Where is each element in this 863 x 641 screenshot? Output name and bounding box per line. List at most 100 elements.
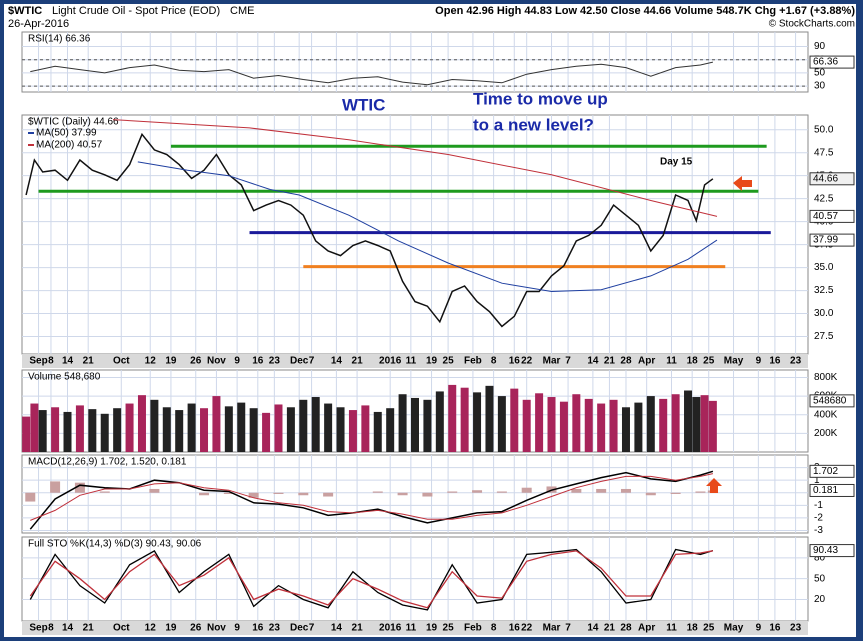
macd-histogram-bar	[620, 488, 631, 493]
volume-bar	[22, 416, 31, 452]
macd-histogram-bar	[74, 482, 85, 493]
value-tag	[809, 394, 855, 408]
volume-bar	[175, 410, 184, 452]
x-tick-label: 28	[620, 356, 632, 367]
x-tick-label: 2016	[379, 356, 402, 367]
x-tick-label: Nov	[207, 623, 226, 634]
macd-histogram-bar	[397, 492, 408, 496]
arrow	[706, 478, 722, 493]
panel-label: RSI(14) 66.36	[28, 34, 91, 45]
volume-bar	[435, 391, 444, 452]
volume-bar	[212, 396, 221, 452]
volume-bar	[286, 407, 295, 452]
y-tick-label: 30.0	[814, 308, 834, 319]
exchange: CME	[230, 5, 254, 17]
macd-histogram-bar	[670, 492, 681, 494]
y-tick-label: 42.5	[814, 193, 834, 204]
source: © StockCharts.com	[769, 19, 855, 30]
x-tick-label: May	[724, 623, 744, 634]
macd-histogram-bar	[521, 487, 532, 493]
y-tick-label: 35.0	[814, 262, 834, 273]
volume-bar	[237, 402, 246, 452]
x-axis-bg	[22, 621, 808, 635]
x-tick-label: 19	[165, 356, 177, 367]
value-tag-label: 66.36	[813, 57, 838, 68]
volume-bar	[200, 408, 209, 452]
arrow	[733, 176, 752, 191]
y-tick-label: 27.5	[814, 331, 834, 342]
x-tick-label: Nov	[207, 356, 226, 367]
volume-bar	[162, 407, 171, 452]
x-tick-label: 9	[234, 356, 240, 367]
x-tick-label: 25	[443, 356, 455, 367]
x-tick-label: 16	[509, 356, 521, 367]
x-tick-label: Dec	[290, 623, 309, 634]
volume-bar	[448, 384, 457, 452]
x-tick-label: 22	[521, 623, 533, 634]
volume-bar	[684, 390, 693, 452]
volume-bar	[634, 402, 643, 452]
x-tick-label: Sep	[29, 623, 47, 634]
stochastic-line	[29, 550, 714, 609]
x-tick-label: Feb	[464, 623, 482, 634]
x-tick-label: 23	[790, 623, 802, 634]
macd-histogram-bar	[50, 481, 61, 493]
value-tag	[809, 172, 855, 186]
value-tag	[809, 55, 855, 69]
volume-bar	[187, 403, 196, 452]
x-tick-label: 8	[491, 356, 497, 367]
volume-bar	[336, 407, 345, 452]
y-tick-label: 50.0	[814, 124, 834, 135]
x-tick-label: 11	[666, 623, 677, 634]
macd-histogram-bar	[223, 492, 234, 494]
y-tick-label: 20	[814, 594, 826, 605]
macd-histogram-bar	[695, 491, 706, 493]
x-tick-label: 16	[509, 623, 521, 634]
panel-label: $WTIC (Daily) 44.66	[28, 117, 119, 128]
value-tag	[809, 483, 855, 497]
value-tag	[809, 464, 855, 478]
value-tag-label: 90.43	[813, 545, 838, 556]
volume-bar	[485, 385, 494, 452]
x-tick-label: 9	[756, 623, 762, 634]
x-tick-label: 25	[443, 623, 455, 634]
x-tick-label: 11	[406, 623, 417, 634]
price-line	[25, 132, 714, 328]
volume-bar	[100, 413, 109, 452]
macd-histogram-bar	[248, 492, 259, 498]
x-tick-label: Sep	[29, 356, 47, 367]
volume-bar	[700, 395, 709, 452]
x-axis-bg	[22, 354, 808, 368]
value-tag	[809, 209, 855, 223]
x-tick-label: Apr	[638, 356, 655, 367]
volume-bar	[113, 408, 122, 452]
volume-bar	[398, 394, 407, 452]
panel-label: MACD(12,26,9) 1.702, 1.520, 0.181	[28, 457, 187, 468]
x-tick-label: 21	[352, 356, 364, 367]
macd-histogram-bar	[273, 492, 284, 494]
y-tick-label: 200K	[814, 428, 838, 439]
volume-bar	[671, 394, 680, 452]
macd-histogram-bar	[298, 492, 309, 496]
date: 26-Apr-2016	[8, 18, 69, 30]
x-tick-label: 22	[521, 356, 533, 367]
volume-bar	[535, 393, 544, 452]
symbol: $WTIC	[8, 5, 42, 17]
x-tick-label: Mar	[543, 356, 561, 367]
x-tick-label: 14	[587, 356, 599, 367]
y-tick-label: 50	[814, 573, 826, 584]
y-tick-label: -3	[814, 525, 823, 536]
volume-bar	[460, 387, 469, 452]
macd-histogram-bar	[323, 492, 334, 497]
y-tick-label: 400K	[814, 409, 838, 420]
volume-bar	[547, 397, 556, 452]
x-tick-label: 7	[309, 356, 315, 367]
x-tick-label: 19	[165, 623, 177, 634]
x-tick-label: May	[724, 356, 744, 367]
x-tick-label: 21	[604, 623, 616, 634]
value-tag	[809, 544, 855, 558]
x-tick-label: 14	[62, 356, 74, 367]
x-tick-label: 26	[190, 356, 202, 367]
volume-bar	[262, 412, 271, 452]
